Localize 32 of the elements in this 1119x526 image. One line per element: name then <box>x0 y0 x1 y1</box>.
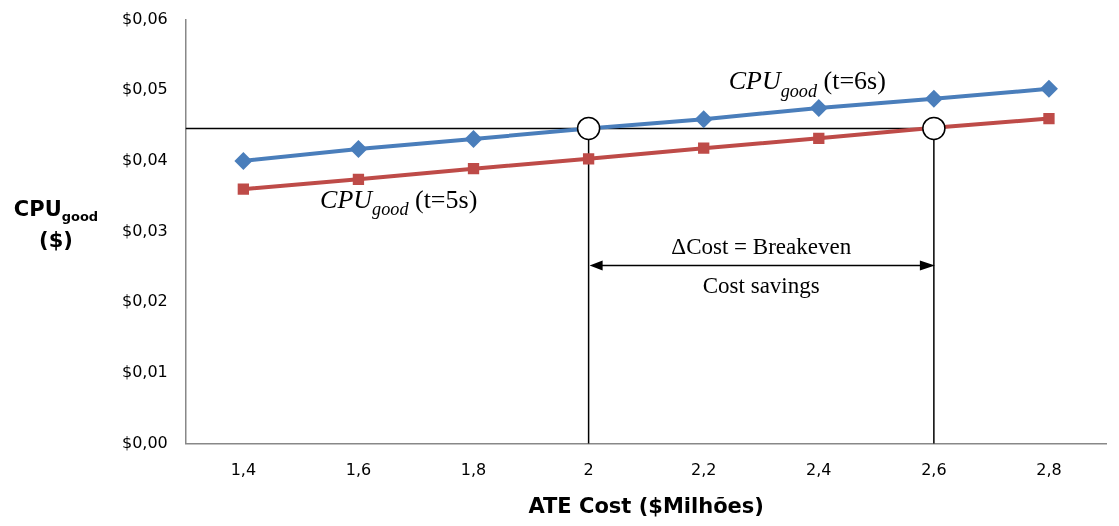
annotation: Cost savings <box>702 273 820 299</box>
point <box>234 151 253 170</box>
x-axis-title: ATE Cost ($Milhões) <box>528 493 764 518</box>
x-tick-label: 1,4 <box>230 460 257 480</box>
x-tick-label: 2,4 <box>806 460 832 480</box>
x-tick-label: 1,8 <box>460 460 487 480</box>
point <box>349 139 368 158</box>
x-tick-label: 2 <box>583 460 594 480</box>
point <box>467 163 480 175</box>
point <box>694 110 713 129</box>
x-tick-label: 1,6 <box>345 460 372 480</box>
point <box>352 173 365 185</box>
y-tick-label: $0,00 <box>121 432 168 452</box>
annotation: ΔCost = Breakeven <box>671 234 852 260</box>
point <box>698 142 710 154</box>
point <box>1043 112 1055 125</box>
point <box>464 130 483 149</box>
x-tick-label: 2,2 <box>690 460 717 480</box>
y-tick-label: $0,02 <box>121 291 168 311</box>
x-tick-label: 2,6 <box>921 460 947 480</box>
point <box>237 183 250 195</box>
x-tick-label: 2,8 <box>1036 460 1062 480</box>
y-tick-label: $0,05 <box>121 79 168 99</box>
y-tick-label: $0,03 <box>121 220 168 240</box>
y-tick-label: $0,04 <box>121 150 168 170</box>
point <box>813 132 825 144</box>
y-tick-label: $0,06 <box>121 8 168 28</box>
point <box>1039 79 1058 98</box>
y-tick-label: $0,01 <box>121 362 168 382</box>
point <box>924 89 943 108</box>
y-axis-title: CPU$_{good}$ ($) <box>12 196 100 254</box>
point <box>582 153 595 165</box>
